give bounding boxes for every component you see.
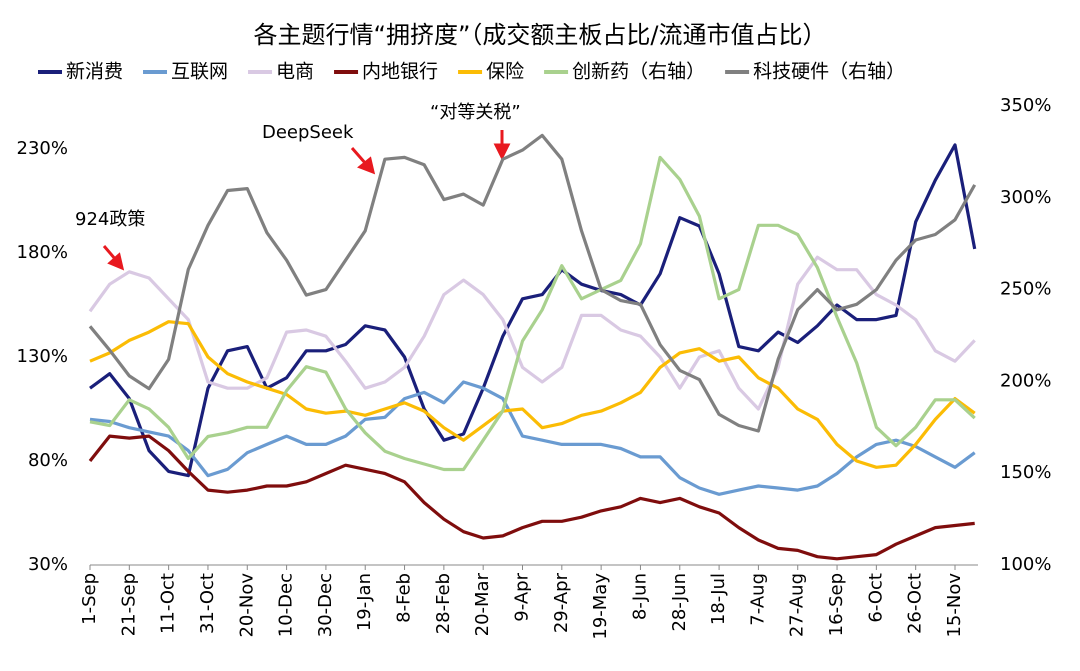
annotation: “对等关税”	[430, 102, 521, 123]
y-tick-label: 80%	[28, 450, 68, 471]
legend: 新消费 互联网 电商 内地银行 保险 创新药（右轴） 科技硬件（右轴）	[38, 61, 905, 83]
series-line	[89, 320, 976, 469]
y-tick-label: 230%	[17, 138, 68, 159]
series-line	[88, 133, 977, 433]
x-tick-label: 20-Nov	[236, 573, 257, 638]
arrow-head	[357, 156, 376, 175]
y-tick-label: 180%	[17, 242, 68, 263]
arrow	[350, 147, 368, 165]
x-tick-label: 8-Feb	[394, 573, 415, 623]
arrow-head	[107, 252, 125, 271]
x-tick-label: 10-Dec	[276, 573, 297, 637]
legend-label: 互联网	[171, 61, 228, 83]
y-tick-label: 30%	[28, 554, 68, 575]
x-tick-label: 6-Oct	[865, 573, 886, 623]
x-tick-label: 9-Apr	[512, 572, 533, 621]
x-tick-label: 15-Nov	[944, 573, 965, 638]
x-tick-label: 28-Feb	[433, 573, 454, 634]
x-tick-label: 16-Sep	[826, 573, 847, 636]
x-tick-label: 29-Apr	[551, 572, 572, 633]
x-tick-label: 1-Sep	[79, 573, 100, 625]
x-tick-label: 28-Jun	[669, 573, 690, 632]
x-tick-label: 21-Sep	[118, 573, 139, 636]
legend-label: 内地银行	[362, 61, 438, 83]
x-tick-label: 30-Dec	[315, 573, 336, 637]
x-tick-label: 11-Oct	[158, 573, 179, 634]
y2-tick-label: 150%	[1000, 462, 1051, 483]
legend-label: 科技硬件（右轴）	[753, 61, 905, 83]
x-tick-label: 7-Aug	[747, 573, 768, 626]
x-tick-label: 8-Jun	[629, 573, 650, 620]
y2-tick-label: 300%	[1000, 187, 1051, 208]
annotation: 924政策	[75, 209, 145, 230]
series-line	[88, 255, 976, 411]
annotation: DeepSeek	[262, 122, 354, 143]
x-tick-label: 19-Jan	[354, 573, 375, 631]
arrow-head	[493, 143, 511, 161]
series-line	[89, 155, 976, 472]
y2-tick-label: 200%	[1000, 370, 1051, 391]
y2-tick-label: 350%	[1000, 95, 1051, 116]
x-tick-label: 18-Jul	[708, 573, 729, 625]
y2-tick-label: 100%	[1000, 554, 1051, 575]
series-line	[89, 380, 976, 496]
y2-tick-label: 250%	[1000, 279, 1051, 300]
legend-label: 创新药（右轴）	[572, 61, 705, 83]
x-tick-label: 27-Aug	[787, 573, 808, 637]
x-tick-label: 31-Oct	[197, 573, 218, 634]
legend-label: 新消费	[66, 61, 123, 83]
x-tick-label: 19-May	[590, 573, 611, 640]
chart-title: 各主题行情“拥挤度”（成交额主板占比/流通市值占比）	[254, 21, 827, 49]
series-line	[89, 143, 977, 478]
legend-label: 保险	[486, 61, 524, 83]
legend-label: 电商	[276, 61, 314, 83]
series-line	[88, 434, 975, 561]
x-tick-label: 20-Mar	[472, 572, 493, 636]
arrows	[102, 130, 511, 271]
x-tick-label: 26-Oct	[905, 573, 926, 634]
y-tick-label: 130%	[17, 346, 68, 367]
